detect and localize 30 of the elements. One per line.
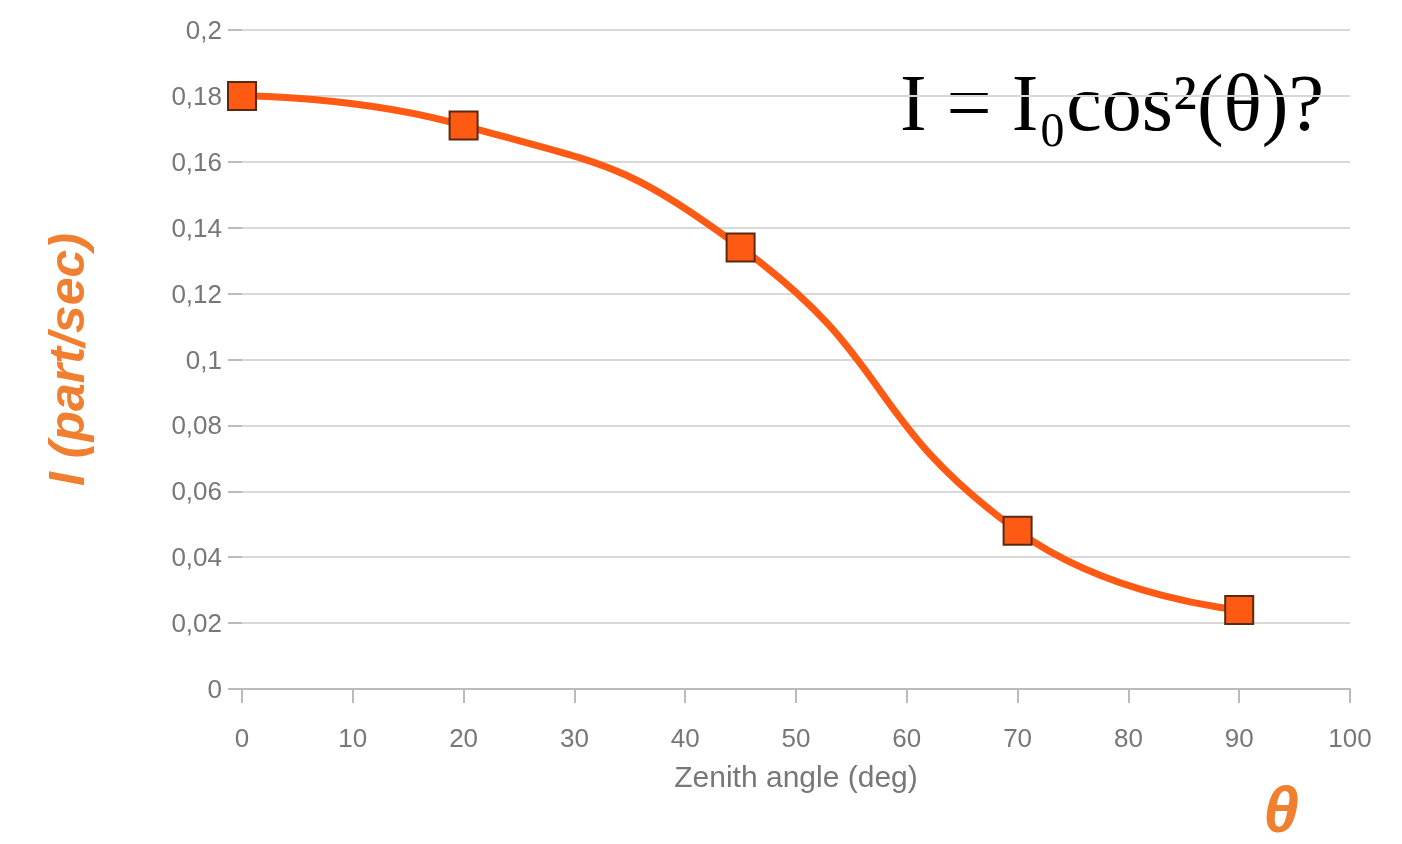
y-tick-label: 0,12 [171, 278, 222, 309]
y-tick-label: 0,1 [185, 344, 222, 375]
y-tick-label: 0,16 [171, 146, 222, 177]
x-tick-label: 10 [338, 723, 368, 753]
y-tick-label: 0,02 [171, 608, 222, 639]
x-tick-label: 30 [559, 723, 589, 753]
x-tick-label: 80 [1113, 723, 1143, 753]
point [448, 110, 479, 141]
point [1224, 594, 1255, 625]
x-tick-label: 60 [892, 723, 922, 753]
x-tick-label: 20 [449, 723, 479, 753]
x-axis-title: Zenith angle (deg) [674, 759, 918, 793]
y-tick-label: 0,06 [171, 476, 222, 507]
point [1002, 515, 1033, 546]
y-tick-label: 0,2 [185, 15, 222, 45]
x-tick-label: 100 [1328, 723, 1372, 753]
y-tick-label: 0,08 [171, 410, 222, 441]
point [227, 80, 257, 111]
y-tick-label: 0,04 [171, 542, 222, 573]
text: θ [1263, 774, 1299, 844]
x-tick-label: 40 [670, 723, 700, 753]
y-tick-label: 0,14 [171, 212, 222, 243]
x-tick-label: 70 [1003, 723, 1033, 753]
y-tick-label: 0 [207, 674, 222, 704]
y-axis-title: I (part/sec) [39, 233, 95, 486]
point [725, 232, 756, 263]
y-tick-label: 0,18 [171, 80, 222, 111]
x-tick-label: 90 [1224, 723, 1254, 753]
x-tick-label: 0 [234, 723, 250, 753]
x-tick-label: 50 [781, 723, 811, 753]
